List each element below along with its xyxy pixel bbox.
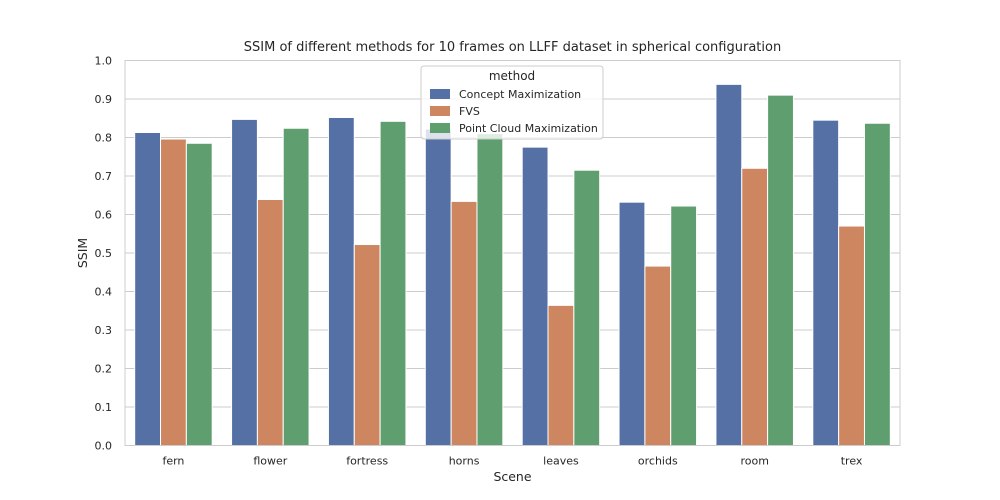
x-axis-label: Scene — [493, 469, 531, 484]
x-tick-label: leaves — [543, 455, 579, 468]
bar-horns-1 — [450, 200, 478, 446]
bar-leaves-0 — [521, 146, 549, 446]
x-tick-label: flower — [253, 455, 287, 468]
legend-label: FVS — [459, 105, 480, 118]
y-tick-label: 0.9 — [95, 93, 113, 106]
bar-fortress-0 — [327, 116, 355, 446]
x-tick-label: fern — [162, 455, 184, 468]
x-tick-label: orchids — [638, 455, 678, 468]
y-tick-label: 0.7 — [95, 170, 113, 183]
x-tick-labels: fern flower fortress horns leaves orchids room… — [162, 455, 862, 468]
bar-fortress-1 — [353, 244, 381, 446]
bar-trex-0 — [812, 119, 840, 447]
y-tick-label: 0.8 — [95, 132, 113, 145]
bar-horns-2 — [476, 133, 504, 446]
y-tick-labels: 0.0 0.1 0.2 0.3 0.4 0.5 0.6 0.7 0.8 0.9 1.0 — [95, 55, 113, 453]
y-tick-label: 0.4 — [95, 286, 113, 299]
y-tick-label: 0.2 — [95, 363, 113, 376]
bar-orchids-1 — [644, 265, 672, 446]
legend-swatch — [430, 89, 450, 99]
bar-horns-0 — [424, 128, 452, 446]
bar-room-2 — [767, 94, 794, 447]
legend-items: Concept Maximization FVS Point Cloud Maxim… — [430, 88, 598, 135]
bar-fern-1 — [160, 138, 187, 446]
y-tick-label: 1.0 — [95, 55, 113, 68]
bars — [134, 83, 891, 447]
bar-flower-1 — [256, 198, 284, 446]
plot-frame — [124, 60, 901, 446]
legend: method Concept Maximization FVS Point Clou… — [420, 65, 604, 140]
y-axis-label: SSIM — [75, 238, 90, 268]
x-tick-label: trex — [841, 455, 863, 468]
x-tick-label: fortress — [346, 455, 388, 468]
legend-title: method — [489, 69, 535, 83]
bar-fortress-2 — [379, 120, 407, 447]
bar-fern-2 — [185, 142, 213, 446]
y-tick-label: 0.1 — [95, 401, 113, 414]
y-tick-label: 0.5 — [95, 247, 113, 260]
bar-fern-0 — [134, 131, 162, 446]
legend-label: Concept Maximization — [459, 88, 581, 101]
legend-label: Point Cloud Maximization — [459, 122, 598, 135]
bar-trex-1 — [838, 225, 865, 446]
bar-flower-0 — [231, 118, 258, 446]
y-tick-label: 0.6 — [95, 209, 113, 222]
chart-title: SSIM of different methods for 10 frames … — [244, 40, 781, 55]
legend-box — [420, 65, 604, 140]
bar-flower-2 — [282, 127, 310, 446]
bar-trex-2 — [863, 122, 891, 446]
bar-orchids-0 — [618, 201, 646, 446]
legend-swatch — [430, 106, 450, 116]
legend-swatch — [430, 123, 450, 133]
bar-orchids-2 — [670, 205, 698, 446]
bar-room-1 — [741, 167, 769, 447]
y-tick-label: 0.0 — [95, 440, 113, 453]
bar-leaves-1 — [547, 304, 575, 446]
bar-room-0 — [715, 83, 743, 447]
x-tick-label: horns — [449, 455, 480, 468]
bar-leaves-2 — [573, 169, 601, 446]
y-tick-label: 0.3 — [95, 324, 113, 337]
x-tick-label: room — [740, 455, 768, 468]
